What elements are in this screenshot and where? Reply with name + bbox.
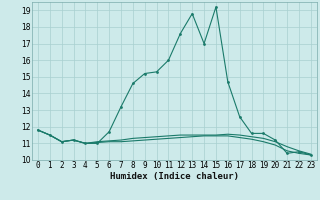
X-axis label: Humidex (Indice chaleur): Humidex (Indice chaleur) <box>110 172 239 181</box>
